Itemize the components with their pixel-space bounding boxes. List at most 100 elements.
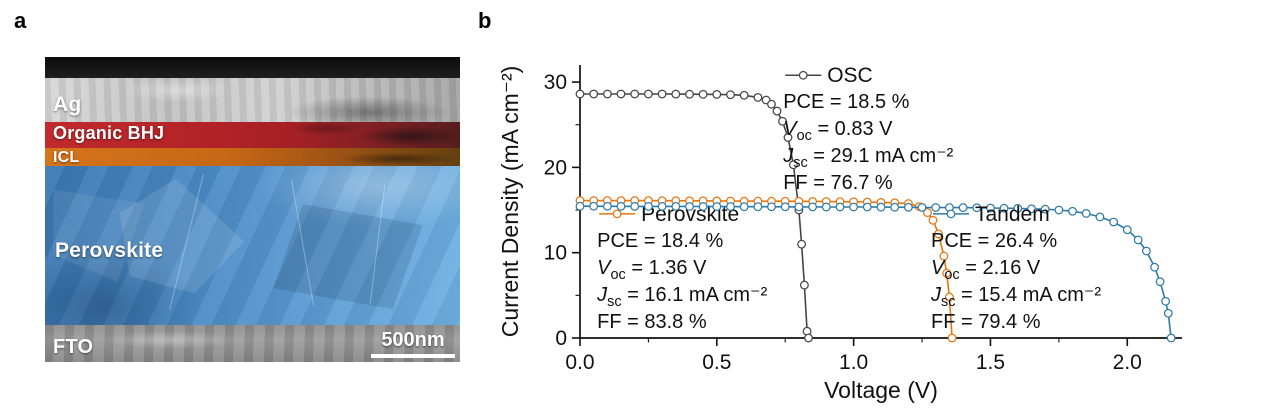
panel-b-label: b (478, 8, 492, 33)
data-marker (958, 203, 968, 213)
stat-line: PCE = 18.4 % (597, 230, 723, 252)
data-marker (753, 202, 763, 212)
data-marker (1081, 208, 1091, 218)
data-marker (944, 292, 954, 302)
data-marker (657, 201, 667, 211)
stat-line: Voc = 0.83 V (783, 118, 893, 144)
legend-label: Tandem (975, 203, 1050, 226)
data-marker (726, 90, 735, 100)
data-marker (602, 89, 612, 99)
stat-line: Voc = 2.16 V (931, 257, 1041, 283)
data-marker (1166, 333, 1176, 343)
data-marker (712, 202, 722, 212)
sem-cross-section-image: Ag Organic BHJ ICL Perovskite FTO 500nm (45, 57, 460, 362)
x-tick-label: 1.0 (839, 351, 868, 374)
data-marker (797, 239, 807, 249)
x-tick-label: 0.0 (565, 351, 594, 374)
data-marker (698, 89, 708, 99)
stat-line: Jsc = 16.1 mA cm⁻² (596, 284, 767, 310)
jv-chart-svg: 0.0 0.5 1.0 1.5 2.0 0 10 20 30 Voltage (V) Current… (497, 64, 1182, 403)
data-marker (804, 333, 813, 343)
data-marker (1133, 235, 1143, 245)
data-marker (931, 203, 941, 212)
data-marker (1161, 296, 1171, 306)
data-marker (616, 89, 626, 99)
data-marker (1040, 204, 1050, 214)
data-marker (1122, 225, 1132, 235)
data-marker (972, 203, 982, 213)
data-marker (934, 229, 943, 239)
layer-label-fto: FTO (53, 336, 94, 358)
data-marker (849, 202, 859, 212)
data-marker (1155, 277, 1165, 287)
data-marker (808, 202, 818, 212)
layer-label-perovskite: Perovskite (55, 239, 164, 262)
data-marker (1068, 206, 1077, 216)
panel-a-label: a (14, 8, 27, 33)
data-marker (942, 268, 952, 278)
data-marker (698, 202, 708, 211)
data-marker (671, 89, 681, 99)
y-tick-label: 20 (544, 156, 567, 179)
data-marker (1054, 205, 1064, 215)
data-marker (876, 202, 886, 212)
data-marker (767, 99, 776, 109)
data-marker (928, 215, 938, 225)
scale-bar-line (371, 354, 455, 358)
data-marker (616, 201, 626, 211)
data-marker (890, 202, 900, 212)
sem-layer-icl (45, 148, 460, 166)
y-tick-label: 10 (544, 242, 567, 265)
scale-bar: 500nm (371, 329, 455, 358)
data-marker (917, 202, 927, 212)
layer-label-organic-bhj: Organic BHJ (53, 123, 165, 143)
data-marker (923, 208, 932, 218)
data-marker (753, 92, 763, 102)
legend-marker (612, 209, 622, 219)
data-marker (862, 202, 872, 212)
data-marker (739, 202, 749, 212)
stat-line: Jsc = 15.4 mA cm⁻² (930, 284, 1101, 310)
data-marker (788, 160, 798, 170)
data-marker (1163, 308, 1173, 318)
legend-label: OSC (827, 64, 873, 87)
data-marker (589, 89, 599, 99)
data-marker (947, 333, 957, 343)
data-marker (630, 89, 640, 99)
sem-layer-perovskite (45, 166, 460, 325)
stat-line: Jsc = 29.1 mA cm⁻² (782, 145, 953, 171)
scale-bar-label: 500nm (381, 329, 445, 351)
data-marker (685, 202, 694, 211)
data-marker (939, 251, 949, 261)
data-marker (835, 202, 845, 212)
data-marker (643, 201, 653, 211)
stat-line: PCE = 26.4 % (931, 230, 1057, 252)
stat-line: PCE = 18.5 % (783, 91, 909, 113)
sem-layer-vacuum (45, 57, 460, 78)
y-axis-label: Current Density (mA cm⁻²) (497, 66, 523, 338)
grain-facet (119, 178, 245, 294)
data-marker (1013, 203, 1023, 213)
data-marker (772, 106, 782, 116)
stat-line: Voc = 1.36 V (597, 257, 707, 283)
data-marker (986, 203, 995, 213)
stat-line: FF = 76.7 % (783, 172, 893, 194)
jv-chart: 0.0 0.5 1.0 1.5 2.0 0 10 20 30 Voltage (V) Current… (494, 40, 1218, 403)
data-marker (575, 89, 585, 99)
data-marker (799, 280, 809, 290)
data-marker (602, 201, 612, 211)
data-marker (643, 89, 653, 99)
y-tick-label: 30 (544, 71, 567, 94)
x-axis-label: Voltage (V) (824, 377, 938, 403)
stat-line: FF = 79.4 % (931, 311, 1041, 333)
legend-marker (946, 209, 956, 219)
grain-facet (273, 204, 423, 310)
stat-line: FF = 83.8 % (597, 311, 707, 333)
data-marker (657, 89, 667, 99)
data-marker (726, 202, 735, 212)
data-marker (575, 201, 585, 211)
x-tick-label: 1.5 (976, 351, 1005, 374)
data-marker (778, 116, 787, 126)
data-marker (1150, 262, 1160, 272)
data-marker (783, 133, 793, 142)
